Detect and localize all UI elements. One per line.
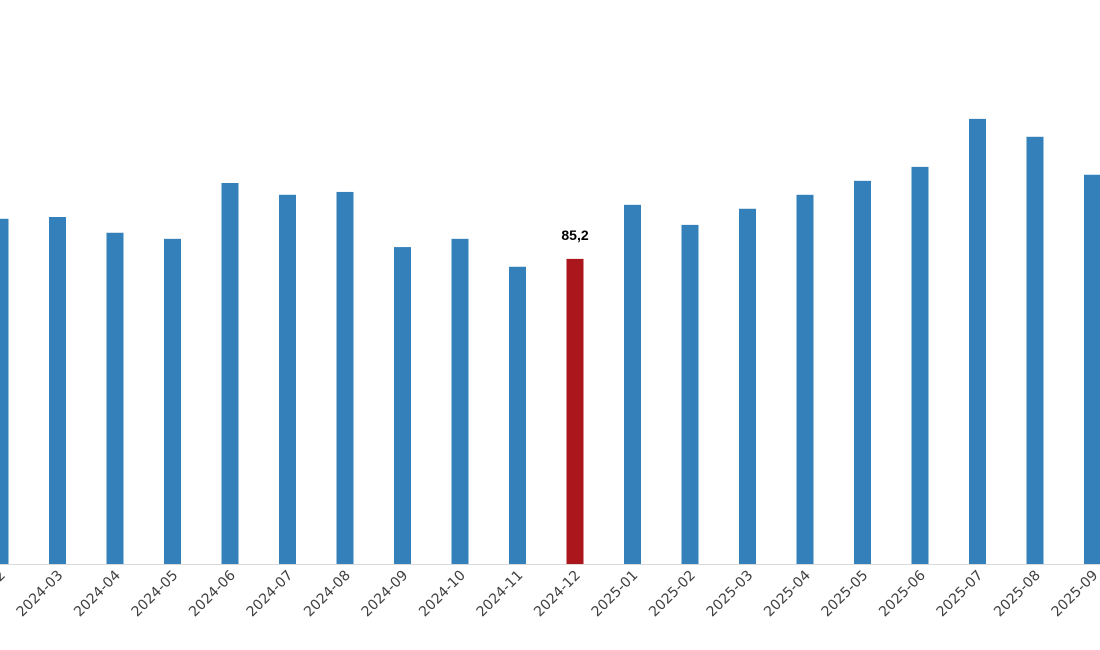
x-tick-label: 2024-08 (301, 568, 354, 621)
x-tick-label: 2025-09 (1049, 568, 1100, 621)
bar-2024-02 (0, 218, 9, 564)
x-tick-label: 2025-04 (761, 567, 814, 620)
x-tick-label: 2025-01 (589, 568, 642, 621)
bar-2024-04 (106, 232, 124, 564)
x-tick-label: 2024-04 (71, 567, 124, 620)
x-tick-label: 2025-06 (876, 567, 929, 620)
bar-2024-06 (221, 182, 239, 564)
x-tick-label: 2024-12 (531, 568, 584, 621)
bar-2025-06 (911, 166, 929, 564)
x-tick-label: 2025-03 (704, 568, 757, 621)
bar-2024-10 (451, 238, 469, 564)
x-tick-label: 2025-05 (819, 568, 872, 621)
x-tick-label: 2024-06 (186, 567, 239, 620)
bar-2024-05 (164, 238, 181, 564)
bar-2025-05 (854, 180, 871, 565)
bar-2025-01 (624, 204, 641, 564)
x-tick-label: 2024-05 (129, 568, 182, 621)
bar-2025-02 (681, 224, 699, 565)
x-tick-label: 2024-09 (359, 568, 412, 621)
x-tick-label: 2024-10 (416, 568, 469, 621)
bar-2025-04 (796, 194, 814, 564)
bar-2025-07 (969, 118, 986, 564)
x-tick-label: 2024-11 (474, 568, 527, 621)
data-label: 85,2 (561, 227, 588, 243)
bar-2024-07 (279, 194, 296, 564)
bar-2024-03 (49, 217, 66, 564)
bar-2024-08 (336, 191, 354, 565)
x-tick-label: 2024-03 (14, 568, 67, 621)
x-tick-label: 2025-07 (934, 568, 987, 621)
x-tick-label: 2024-07 (244, 568, 297, 621)
bar-2024-09 (394, 247, 411, 565)
bar-2025-09 (1084, 174, 1100, 564)
x-tick-label: 2024-02 (0, 568, 9, 621)
x-tick-label: 2025-08 (991, 568, 1044, 621)
bar-2025-03 (739, 208, 756, 564)
bar-2025-08 (1026, 136, 1044, 565)
bar-2024-11 (509, 266, 526, 564)
x-tick-label: 2025-02 (646, 568, 699, 621)
bar-2024-12 (566, 258, 584, 564)
